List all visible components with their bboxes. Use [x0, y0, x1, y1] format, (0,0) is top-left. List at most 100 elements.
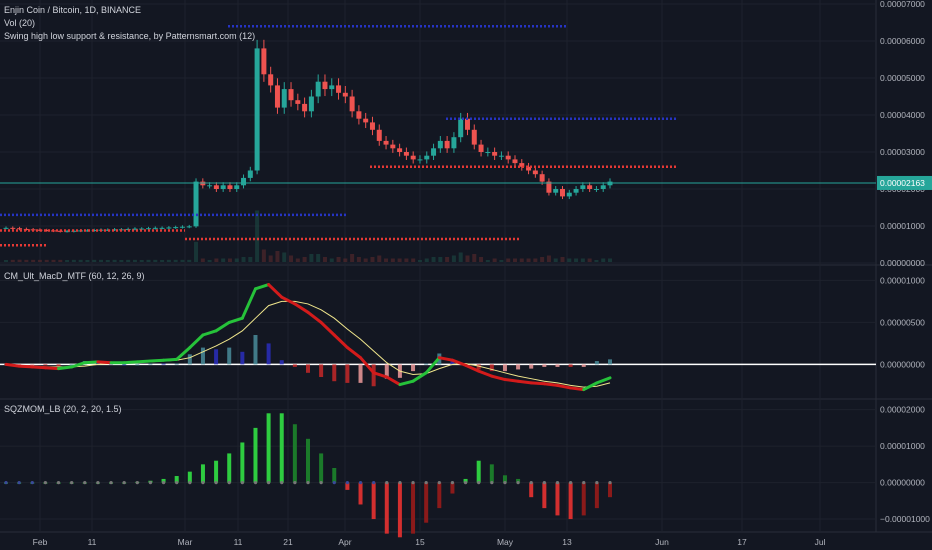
macd-histogram-bar [56, 364, 61, 367]
macd-histogram-bar [489, 364, 494, 372]
macd-histogram-bar [384, 364, 389, 379]
squeeze-dot [463, 480, 468, 485]
last-price-tag [877, 175, 932, 190]
candle-body [173, 227, 179, 229]
macd-histogram-bar [411, 364, 416, 372]
macd-histogram-bar [174, 363, 179, 365]
candle-body [186, 226, 192, 228]
macd-histogram-bar [529, 364, 534, 369]
macd-line-segment [253, 283, 271, 291]
volume-bar [356, 257, 361, 262]
symbol-title[interactable]: Enjin Coin / Bitcoin, 1D, BINANCE [4, 5, 142, 15]
candle-body [587, 185, 593, 189]
macd-histogram-bar [43, 364, 48, 366]
candle-body [369, 122, 375, 130]
macd-line-segment [569, 386, 586, 392]
macd-histogram-bar [240, 351, 245, 365]
macd-line-segment [57, 365, 74, 371]
volume-bar [153, 259, 158, 262]
squeeze-dot [253, 480, 258, 485]
volume-bar [10, 259, 15, 262]
candle-body [64, 231, 70, 233]
squeeze-dot [214, 480, 218, 485]
squeeze-dot [96, 480, 100, 485]
squeeze-momentum-bar [397, 482, 402, 538]
macd-histogram-bar [69, 364, 74, 366]
squeeze-momentum-bar [594, 482, 599, 509]
macd-line-segment [148, 358, 166, 363]
macd-histogram-bar [516, 364, 521, 370]
y-tick-label: 0.00001000 [880, 275, 925, 285]
squeeze-momentum-bar [502, 475, 507, 483]
macd-histogram-bar [135, 364, 140, 366]
y-tick-label: 0.00004000 [880, 110, 925, 120]
macd-line-segment [450, 358, 468, 367]
sqz-indicator-label[interactable]: SQZMOM_LB (20, 2, 20, 1.5) [4, 404, 122, 414]
macd-line-segment [345, 346, 363, 360]
candle-body [403, 152, 409, 156]
volume-bar [160, 260, 165, 262]
candle-body [84, 230, 90, 232]
squeeze-dot [595, 480, 599, 485]
candle-body [356, 111, 362, 119]
x-tick-label: 15 [415, 537, 425, 547]
volume-indicator-label[interactable]: Vol (20) [4, 18, 36, 28]
sr-indicator-label[interactable]: Swing high low support & resistance, by … [4, 31, 256, 41]
macd-histogram-bar [555, 364, 560, 367]
squeeze-dot [385, 480, 389, 485]
macd-line-segment [424, 356, 441, 375]
volume-bar [295, 258, 300, 262]
squeeze-dot [332, 480, 336, 485]
volume-bar [99, 259, 104, 262]
candle-body [261, 48, 267, 75]
candle-body [193, 181, 199, 227]
x-tick-label: May [497, 537, 514, 547]
volume-bar [309, 254, 314, 262]
volume-bar [574, 258, 579, 262]
macd-histogram-bar [227, 347, 232, 365]
squeeze-dot [319, 480, 323, 485]
candle-body [532, 170, 538, 175]
macd-histogram-bar [148, 363, 153, 365]
squeeze-dot [437, 480, 441, 485]
squeeze-momentum-bar [240, 442, 245, 483]
macd-line-segment [555, 383, 573, 390]
macd-line-segment [122, 360, 139, 365]
volume-bar [31, 259, 36, 262]
candle-body [234, 185, 240, 189]
candle-body [573, 189, 579, 193]
candle-body [17, 228, 23, 230]
squeeze-dot [306, 480, 310, 485]
macd-line-segment [359, 356, 376, 375]
volume-bar [560, 257, 565, 262]
candle-body [213, 185, 219, 189]
candle-body [139, 228, 145, 230]
squeeze-momentum-bar [476, 460, 481, 483]
volume-bar [451, 255, 456, 262]
candle-body [3, 227, 9, 229]
volume-bar [465, 255, 470, 262]
squeeze-dot [398, 480, 402, 485]
candle-body [274, 85, 280, 108]
squeeze-dot [280, 480, 284, 485]
volume-bar [384, 258, 389, 262]
macd-line-segment [240, 287, 257, 320]
volume-bar [424, 258, 429, 262]
volume-bar [458, 252, 463, 262]
candle-body [539, 174, 545, 182]
volume-bar [112, 259, 117, 262]
squeeze-dot [411, 480, 415, 485]
volume-bar [302, 257, 307, 262]
macd-line-segment [17, 364, 34, 369]
volume-bar [119, 260, 124, 262]
candle-body [363, 118, 369, 123]
macd-histogram-bar [122, 364, 127, 366]
squeeze-dot [608, 480, 612, 485]
volume-bar [234, 258, 239, 262]
volume-bar [126, 259, 131, 262]
macd-histogram-bar [542, 364, 547, 367]
volume-bar [567, 258, 572, 262]
y-tick-label: −0.00001000 [880, 514, 930, 524]
macd-indicator-label[interactable]: CM_Ult_MacD_MTF (60, 12, 26, 9) [4, 271, 145, 281]
